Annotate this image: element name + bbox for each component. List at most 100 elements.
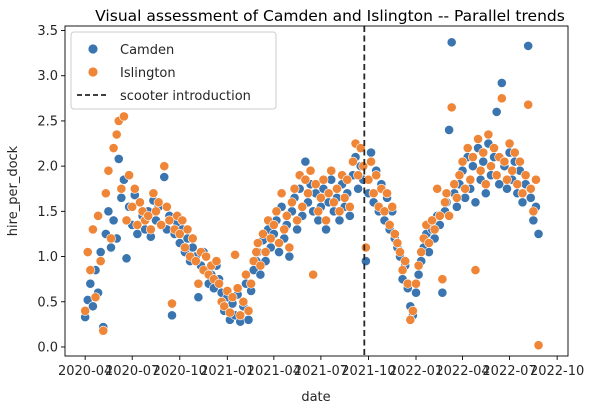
data-point-camden [502, 183, 512, 194]
data-point-camden [284, 251, 295, 262]
data-point-islington [85, 265, 96, 276]
data-point-islington [116, 183, 127, 194]
data-point-islington [108, 143, 119, 153]
data-point-camden [85, 278, 96, 289]
data-point-islington [232, 283, 243, 294]
data-point-islington [478, 147, 489, 158]
data-point-islington [454, 170, 465, 181]
data-point-islington [156, 219, 167, 230]
data-point-islington [389, 229, 400, 239]
data-point-islington [509, 147, 520, 158]
data-point-islington [90, 292, 101, 303]
data-point-islington [451, 192, 462, 203]
x-tick-label: 2022-04 [435, 364, 489, 379]
y-tick-label: 0.5 [37, 295, 58, 310]
data-point-camden [292, 224, 303, 235]
data-point-camden [108, 215, 119, 226]
data-point-islington [265, 233, 276, 244]
x-tick-label: 2022-01 [389, 364, 443, 379]
data-point-islington [251, 247, 262, 257]
data-point-islington [360, 242, 371, 253]
data-point-islington [148, 188, 159, 199]
data-point-islington [258, 229, 268, 239]
data-point-islington [339, 192, 350, 203]
y-tick-label: 3.0 [37, 69, 58, 84]
data-point-islington [321, 215, 331, 226]
data-point-islington [289, 183, 300, 194]
data-point-islington [371, 170, 382, 181]
data-point-islington [496, 93, 507, 104]
x-tick-label: 2020-07 [105, 364, 159, 379]
data-point-islington [174, 229, 185, 239]
data-point-islington [480, 179, 491, 190]
data-point-islington [248, 256, 259, 266]
data-point-camden [366, 147, 376, 158]
data-point-islington [397, 265, 408, 276]
data-point-camden [193, 292, 204, 303]
data-point-camden [360, 256, 371, 266]
x-axis-label: date [301, 390, 330, 405]
data-point-islington [297, 201, 308, 212]
data-point-camden [451, 201, 462, 212]
data-point-islington [119, 111, 129, 122]
data-point-camden [159, 172, 170, 182]
data-point-islington [437, 274, 448, 285]
chart-title: Visual assessment of Camden and Islingto… [95, 7, 565, 25]
data-point-islington [525, 183, 536, 194]
data-point-camden [413, 269, 424, 280]
data-point-camden [344, 210, 355, 221]
plot-area [64, 25, 569, 357]
data-point-islington [281, 210, 292, 221]
data-point-islington [292, 215, 303, 226]
x-axis-ticks: 2020-042020-072020-102021-012021-042021-… [58, 356, 584, 379]
data-point-islington [507, 165, 518, 176]
data-point-islington [441, 188, 452, 199]
x-tick-label: 2021-04 [247, 364, 301, 379]
data-point-islington [129, 183, 140, 194]
data-point-islington [368, 188, 379, 199]
data-point-camden [321, 224, 331, 235]
data-point-islington [219, 301, 230, 312]
data-point-camden [113, 153, 124, 164]
data-point-islington [512, 179, 523, 190]
data-point-islington [313, 206, 324, 217]
data-point-islington [504, 138, 515, 149]
data-point-islington [132, 219, 143, 230]
data-point-islington [111, 129, 122, 140]
data-point-islington [499, 156, 510, 167]
legend-label-scooter: scooter introduction [120, 89, 251, 104]
data-point-islington [446, 102, 457, 113]
data-point-islington [358, 161, 369, 172]
data-point-islington [326, 165, 337, 176]
data-point-camden [496, 78, 507, 88]
data-point-islington [252, 238, 263, 248]
data-point-islington [276, 188, 287, 199]
data-point-islington [300, 174, 311, 185]
data-point-islington [243, 305, 254, 316]
data-point-islington [193, 278, 204, 289]
y-tick-label: 3.5 [37, 24, 58, 39]
data-point-camden [243, 314, 254, 325]
data-point-islington [475, 165, 486, 176]
data-point-islington [460, 183, 471, 194]
legend-box [70, 31, 277, 110]
data-point-islington [303, 188, 313, 199]
y-tick-label: 1.0 [37, 250, 58, 265]
data-point-camden [95, 247, 106, 257]
data-point-islington [429, 224, 440, 235]
data-point-islington [182, 224, 193, 235]
data-point-islington [274, 238, 284, 248]
data-point-islington [424, 238, 434, 248]
data-point-islington [190, 256, 201, 266]
legend: Camden Islington scooter introduction [70, 31, 277, 110]
data-point-islington [392, 238, 403, 248]
data-point-islington [402, 278, 413, 289]
data-point-islington [143, 210, 154, 221]
data-point-camden [523, 40, 534, 51]
data-point-islington [287, 197, 297, 208]
data-point-islington [517, 188, 528, 199]
data-point-islington [271, 206, 282, 217]
data-point-islington [411, 278, 421, 289]
data-point-islington [201, 251, 212, 262]
